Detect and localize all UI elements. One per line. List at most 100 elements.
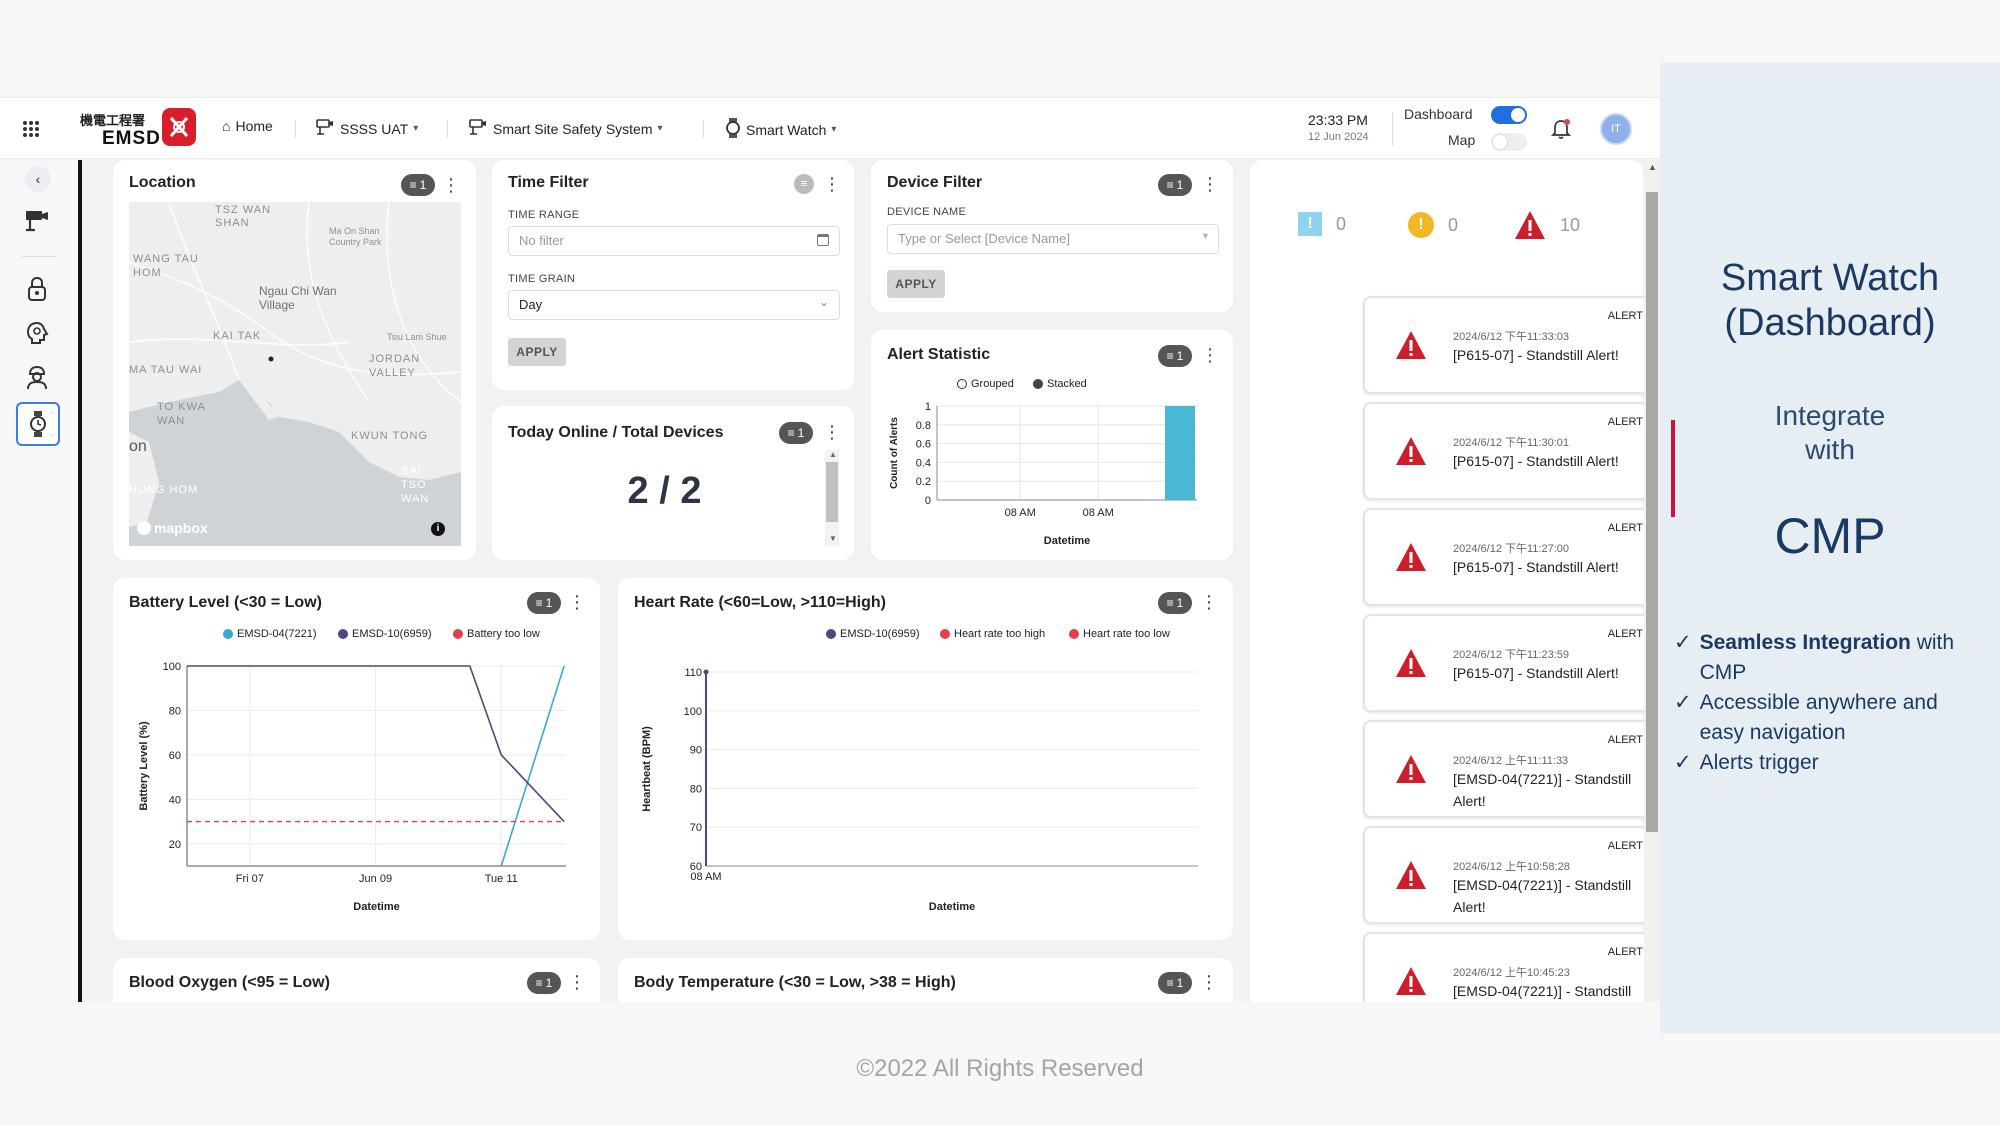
time-range-placeholder: No filter	[519, 233, 564, 248]
filter-badge[interactable]: ≡ 1	[1158, 345, 1192, 367]
battery-legend-item[interactable]: EMSD-10(6959)	[338, 628, 431, 640]
filter-icon: ≡	[1166, 178, 1174, 192]
page-scrollbar[interactable]: ▲	[1644, 160, 1660, 1002]
more-options-icon[interactable]: ⋮	[823, 174, 841, 194]
more-options-icon[interactable]: ⋮	[823, 422, 841, 442]
filter-icon[interactable]: ≡	[794, 174, 814, 194]
more-options-icon[interactable]: ⋮	[568, 972, 586, 992]
alert-message: [EMSD-04(7221)] - Standstill Alert!	[1453, 877, 1632, 915]
lock-icon	[28, 276, 46, 301]
y-tick-label: 90	[690, 745, 702, 757]
grouped-radio[interactable]: Grouped	[957, 378, 1014, 390]
nav-module-dropdown[interactable]: Smart Watch ▾	[725, 118, 836, 141]
critical-alert-icon	[1396, 543, 1426, 571]
sidebar-item-cctv[interactable]	[20, 204, 54, 238]
alert-item[interactable]: ALERT 2024/6/12 下午11:27:00 [P615-07] - Sta…	[1363, 508, 1659, 606]
map-water-shape	[129, 202, 461, 546]
device-filter-card: Device Filter ≡ 1 ⋮ DEVICE NAME Type or S…	[871, 160, 1233, 312]
stacked-radio[interactable]: Stacked	[1033, 378, 1087, 390]
body-temperature-title: Body Temperature (<30 = Low, >38 = High)	[634, 974, 956, 991]
filter-badge[interactable]: ≡ 1	[527, 592, 561, 614]
top-navigation-bar: 機電工程署 EMSD ⌂ Home SSSS UAT ▾ Smart Site Sa…	[0, 97, 1660, 159]
battery-legend-item[interactable]: Battery too low	[453, 628, 540, 640]
avatar-initials: IT	[1611, 123, 1621, 135]
more-options-icon[interactable]: ⋮	[568, 592, 586, 612]
info-alert-counter[interactable]: ! 0	[1298, 212, 1346, 236]
filter-badge[interactable]: ≡ 1	[527, 972, 561, 994]
more-options-icon[interactable]: ⋮	[1201, 345, 1219, 365]
collapse-sidebar-button[interactable]: ‹	[25, 166, 51, 192]
alert-item[interactable]: ALERT 2024/6/12 上午11:11:33 [EMSD-04(7221)]…	[1363, 720, 1659, 818]
alert-item[interactable]: ALERT 2024/6/12 上午10:45:23 [EMSD-04(7221)]…	[1363, 932, 1659, 1002]
panel-title: Smart Watch (Dashboard)	[1660, 256, 2000, 346]
bullet-bold-text: Seamless Integration	[1699, 631, 1911, 654]
sidebar-item-worker[interactable]	[20, 360, 54, 394]
dashboard-toggle[interactable]	[1491, 106, 1527, 124]
nav-project-dropdown[interactable]: SSSS UAT ▾	[315, 118, 418, 139]
alert-item[interactable]: ALERT 2024/6/12 下午11:33:03 [P615-07] - Sta…	[1363, 296, 1659, 394]
map-toggle[interactable]	[1491, 133, 1527, 151]
feature-panel: Smart Watch (Dashboard) Integrate with C…	[1660, 63, 2000, 1033]
sidebar-item-lock[interactable]	[20, 272, 54, 306]
critical-alert-icon	[1396, 331, 1426, 359]
scrollbar-thumb[interactable]	[826, 462, 838, 522]
more-options-icon[interactable]: ⋮	[442, 175, 460, 195]
alert-tag: ALERT	[1607, 522, 1643, 534]
apps-grid-icon[interactable]	[22, 120, 40, 138]
filter-badge[interactable]: ≡ 1	[401, 174, 435, 196]
filter-icon: ≡	[1166, 976, 1174, 990]
nav-home[interactable]: ⌂ Home	[222, 118, 273, 134]
integrate-text: Integrate with	[1660, 399, 2000, 467]
map-label: SAI TSO WAN	[401, 465, 430, 505]
stacked-label: Stacked	[1047, 378, 1087, 390]
alert-statistic-card: Alert Statistic ≡ 1 ⋮ Grouped Stacked 0 0.…	[871, 330, 1233, 560]
footer-copyright: ©2022 All Rights Reserved	[856, 1055, 1144, 1082]
filter-badge[interactable]: ≡ 1	[779, 422, 813, 444]
y-tick-label: 0.8	[916, 420, 931, 432]
page-scrollbar-thumb[interactable]	[1646, 192, 1658, 832]
chevron-down-icon: ▾	[831, 124, 837, 135]
battery-legend-item[interactable]: EMSD-04(7221)	[223, 628, 316, 640]
critical-alert-counter[interactable]: 10	[1514, 210, 1580, 240]
battery-level-card: Battery Level (<30 = Low) ≡ 1 ⋮ EMSD-04(7…	[113, 578, 600, 940]
emsd-logo[interactable]: 機電工程署 EMSD	[80, 108, 198, 152]
alert-message: [EMSD-04(7221)] - Standstill Alert!	[1453, 771, 1632, 809]
card-scrollbar[interactable]: ▲ ▼	[825, 450, 839, 546]
user-avatar[interactable]: IT	[1600, 113, 1632, 145]
y-tick-label: 0.4	[916, 457, 931, 469]
sidebar-divider	[22, 256, 56, 257]
map-info-icon[interactable]: i	[431, 522, 445, 536]
battery-legend-label: Battery too low	[467, 628, 540, 640]
sidebar-item-ai[interactable]	[20, 316, 54, 350]
heart-legend-item[interactable]: EMSD-10(6959)	[826, 628, 919, 640]
device-name-select[interactable]: Type or Select [Device Name] ▾	[887, 224, 1219, 254]
heart-legend-item[interactable]: Heart rate too high	[940, 628, 1045, 640]
nav-system-dropdown[interactable]: Smart Site Safety System ▾	[468, 118, 663, 139]
alert-item[interactable]: ALERT 2024/6/12 上午10:58:28 [EMSD-04(7221)]…	[1363, 826, 1659, 924]
more-options-icon[interactable]: ⋮	[1200, 972, 1218, 992]
filter-badge[interactable]: ≡ 1	[1158, 592, 1192, 614]
x-tick-label: Jun 09	[359, 873, 392, 885]
heart-legend-label: Heart rate too low	[1083, 628, 1170, 640]
time-grain-select[interactable]: Day ⌄	[508, 290, 840, 320]
more-options-icon[interactable]: ⋮	[1201, 174, 1219, 194]
check-icon: ✓	[1674, 691, 1692, 714]
time-range-input[interactable]: No filter	[508, 226, 840, 256]
sidebar-item-smartwatch[interactable]	[16, 402, 60, 446]
filter-badge[interactable]: ≡ 1	[1158, 972, 1192, 994]
more-options-icon[interactable]: ⋮	[1200, 592, 1218, 612]
device-filter-apply-button[interactable]: APPLY	[887, 270, 945, 298]
radio-selected	[1033, 379, 1043, 389]
filter-badge[interactable]: ≡ 1	[1158, 174, 1192, 196]
y-tick-label: 60	[690, 861, 702, 873]
alert-item[interactable]: ALERT 2024/6/12 下午11:30:01 [P615-07] - Sta…	[1363, 402, 1659, 500]
alert-item[interactable]: ALERT 2024/6/12 下午11:23:59 [P615-07] - Sta…	[1363, 614, 1659, 712]
location-map[interactable]: TSZ WAN SHAN Ma On Shan Country Park WAN…	[129, 202, 461, 546]
heart-legend-item[interactable]: Heart rate too low	[1069, 628, 1170, 640]
smartwatch-icon	[725, 118, 741, 141]
time-filter-apply-button[interactable]: APPLY	[508, 338, 566, 366]
notification-bell-icon[interactable]	[1550, 118, 1572, 140]
filter-icon: ≡	[409, 178, 417, 192]
warning-alert-counter[interactable]: ! 0	[1408, 212, 1458, 238]
alert-tag: ALERT	[1607, 734, 1643, 746]
